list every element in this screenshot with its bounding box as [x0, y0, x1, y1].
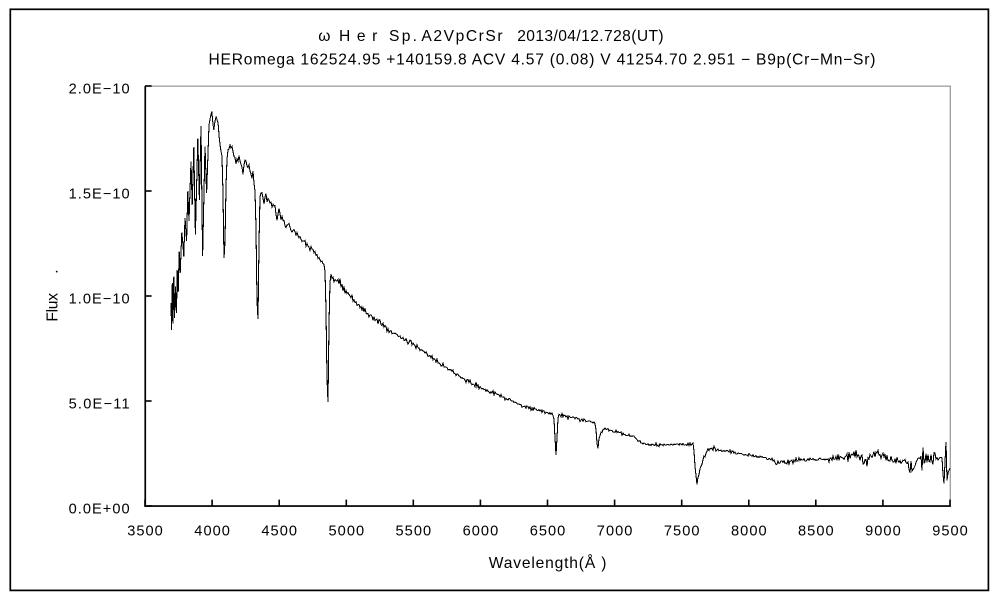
svg-text:Wavelength(Å ): Wavelength(Å )	[489, 553, 607, 572]
svg-text:A2VpCrSr: A2VpCrSr	[421, 28, 502, 45]
svg-text:9000: 9000	[865, 523, 901, 539]
svg-text:9500: 9500	[932, 523, 968, 539]
svg-text:7000: 7000	[597, 523, 633, 539]
svg-text:4500: 4500	[261, 523, 297, 539]
svg-text:5000: 5000	[329, 523, 365, 539]
svg-text:2013/04/12.728(UT): 2013/04/12.728(UT)	[517, 28, 663, 45]
svg-text:0.0E+00: 0.0E+00	[69, 501, 130, 517]
svg-text:Her: Her	[339, 28, 377, 45]
svg-text:8000: 8000	[731, 523, 767, 539]
svg-text:6500: 6500	[530, 523, 566, 539]
svg-text:HERomega 162524.95 +140159.8 A: HERomega 162524.95 +140159.8 ACV 4.57 (0…	[209, 52, 876, 69]
svg-text:4000: 4000	[194, 523, 230, 539]
svg-text:2.0E−10: 2.0E−10	[69, 81, 130, 97]
svg-text:Sp.: Sp.	[389, 28, 417, 45]
svg-text:7500: 7500	[664, 523, 700, 539]
svg-text:1.5E−10: 1.5E−10	[69, 186, 130, 202]
svg-text:3500: 3500	[127, 523, 163, 539]
svg-text:6000: 6000	[463, 523, 499, 539]
svg-text:8500: 8500	[798, 523, 834, 539]
svg-text:Flux: Flux	[45, 293, 62, 322]
svg-text:1.0E−10: 1.0E−10	[69, 291, 130, 307]
svg-text:5500: 5500	[396, 523, 432, 539]
svg-text:ω: ω	[318, 28, 330, 45]
svg-text:5.0E−11: 5.0E−11	[69, 396, 130, 412]
